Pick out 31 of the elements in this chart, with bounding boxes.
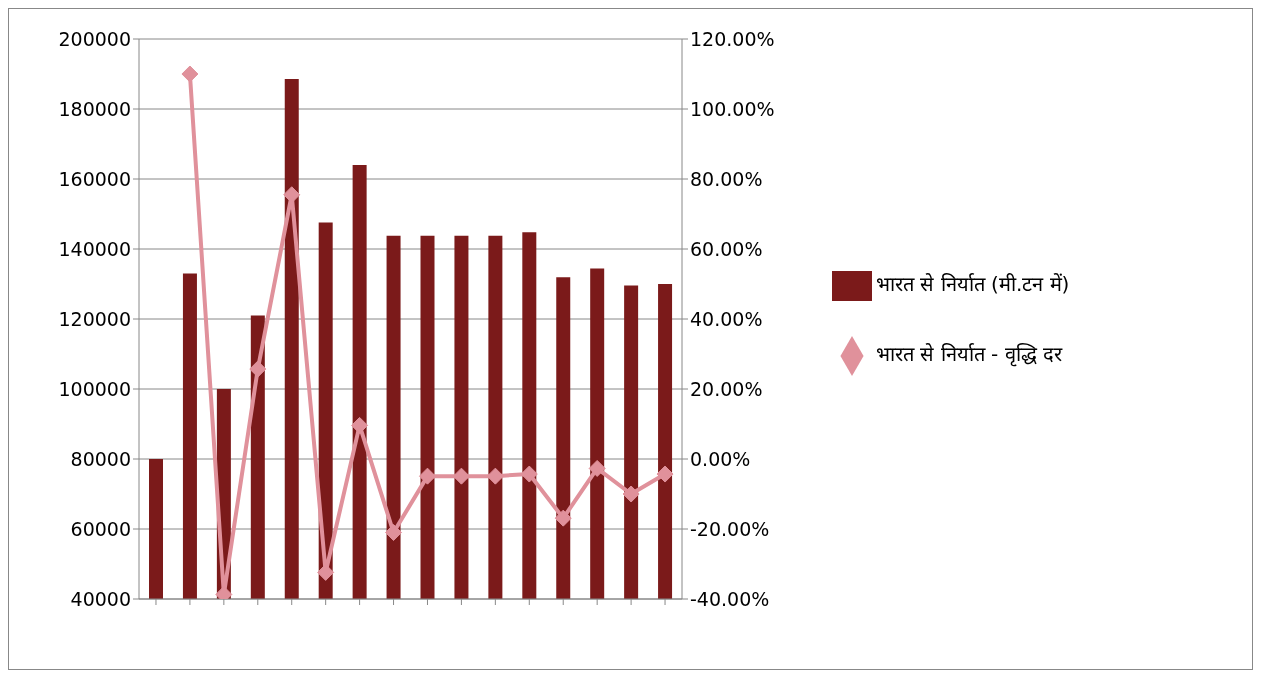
- y2-tick-label: 40.00%: [690, 307, 763, 330]
- y2-tick-label: 0.00%: [690, 447, 751, 470]
- legend-label: भारत से निर्यात - वृद्धि दर: [876, 342, 1063, 366]
- y-tick-label: 140000: [58, 237, 131, 260]
- point: [486, 467, 504, 485]
- point: [249, 360, 267, 378]
- y-tick-label: 160000: [58, 167, 131, 190]
- y-tick-label: 200000: [58, 27, 131, 50]
- point: [554, 509, 572, 527]
- y2-tick-label: -20.00%: [690, 517, 770, 540]
- point: [656, 465, 674, 483]
- point: [385, 524, 403, 541]
- point: [622, 485, 640, 503]
- y-tick-label: 60000: [70, 517, 131, 540]
- legend-label: भारत से निर्यात (मी.टन में): [876, 272, 1070, 296]
- y2-tick-label: 120.00%: [690, 27, 775, 50]
- point: [418, 467, 436, 485]
- y-tick-label: 180000: [58, 97, 131, 120]
- y-tick-label: 120000: [58, 307, 131, 330]
- y2-tick-label: 80.00%: [690, 167, 763, 190]
- point: [520, 465, 538, 483]
- y2-tick-label: 20.00%: [690, 377, 763, 400]
- y-tick-label: 80000: [70, 447, 131, 470]
- y2-tick-label: -40.00%: [690, 587, 770, 610]
- y2-tick-label: 100.00%: [690, 97, 775, 120]
- point: [588, 459, 606, 477]
- y-tick-label: 40000: [70, 587, 131, 610]
- point: [351, 416, 369, 434]
- point: [181, 65, 199, 83]
- y-tick-label: 100000: [58, 377, 131, 400]
- y2-tick-label: 60.00%: [690, 237, 763, 260]
